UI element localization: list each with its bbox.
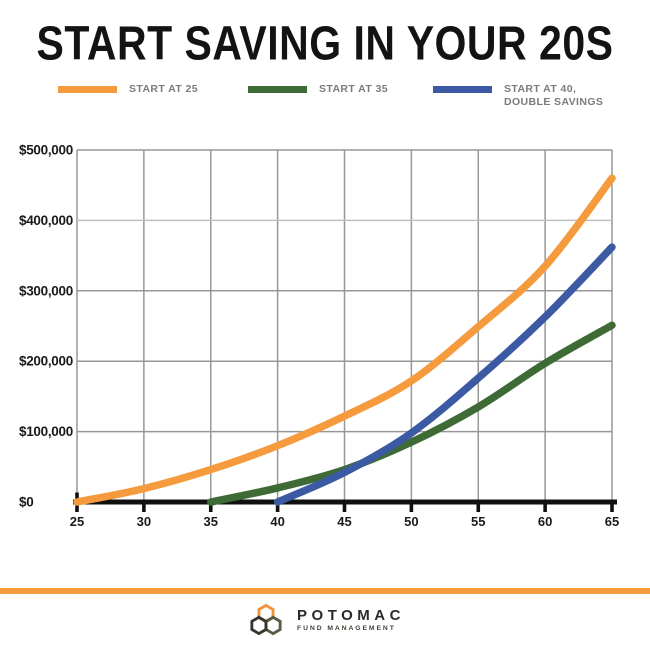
x-axis-tick	[342, 504, 347, 512]
x-tick-label: 40	[270, 514, 284, 529]
y-tick-label: $300,000	[19, 283, 73, 298]
x-tick-label: 30	[137, 514, 151, 529]
x-tick-label: 35	[204, 514, 218, 529]
legend-item-start-at-40-double: START AT 40, DOUBLE SAVINGS	[433, 83, 603, 108]
x-axis-tick	[543, 504, 547, 512]
legend-item-start-at-25: START AT 25	[58, 83, 198, 96]
y-tick-label: $500,000	[19, 143, 73, 158]
divider-rule	[0, 588, 650, 594]
potomac-hexagons-icon	[250, 603, 282, 636]
legend-swatch-blue	[433, 86, 492, 93]
series-line-start-at-25	[73, 174, 616, 506]
x-axis-tick	[409, 504, 414, 512]
x-tick-label: 25	[70, 514, 84, 529]
y-tick-label: $400,000	[19, 213, 73, 228]
page-title: START SAVING IN YOUR 20S	[36, 16, 614, 71]
x-axis-tick	[208, 504, 213, 512]
legend-swatch-green	[248, 86, 307, 93]
x-axis-tick	[142, 504, 146, 512]
x-axis-tick	[476, 504, 481, 512]
x-axis-tick	[275, 504, 280, 512]
x-tick-label: 65	[605, 514, 619, 529]
y-tick-label: $0	[19, 495, 33, 510]
savings-line-chart: $0 $100,000 $200,000 $300,000 $400,000 $500,0…	[19, 143, 619, 530]
x-axis-tick	[610, 504, 614, 512]
x-tick-label: 50	[404, 514, 418, 529]
x-tick-label: 45	[337, 514, 351, 529]
legend-swatch-orange	[58, 86, 117, 93]
series-line-start-at-35	[207, 321, 616, 506]
brand-logo: POTOMAC FUND MANAGEMENT	[0, 597, 650, 643]
x-tick-label: 55	[471, 514, 485, 529]
legend-item-start-at-35: START AT 35	[248, 83, 388, 96]
brand-subtitle: FUND MANAGEMENT	[297, 625, 396, 632]
brand-name: POTOMAC	[297, 607, 405, 624]
brand-text-block: POTOMAC FUND MANAGEMENT	[297, 607, 405, 633]
y-tick-label: $200,000	[19, 354, 73, 369]
legend-label: START AT 40, DOUBLE SAVINGS	[504, 83, 604, 108]
series-line-start-at-40-double-savings	[273, 243, 616, 506]
legend-label: START AT 35	[319, 83, 388, 95]
y-tick-label: $100,000	[19, 424, 73, 439]
x-tick-label: 60	[538, 514, 552, 529]
legend-label: START AT 25	[129, 83, 198, 95]
